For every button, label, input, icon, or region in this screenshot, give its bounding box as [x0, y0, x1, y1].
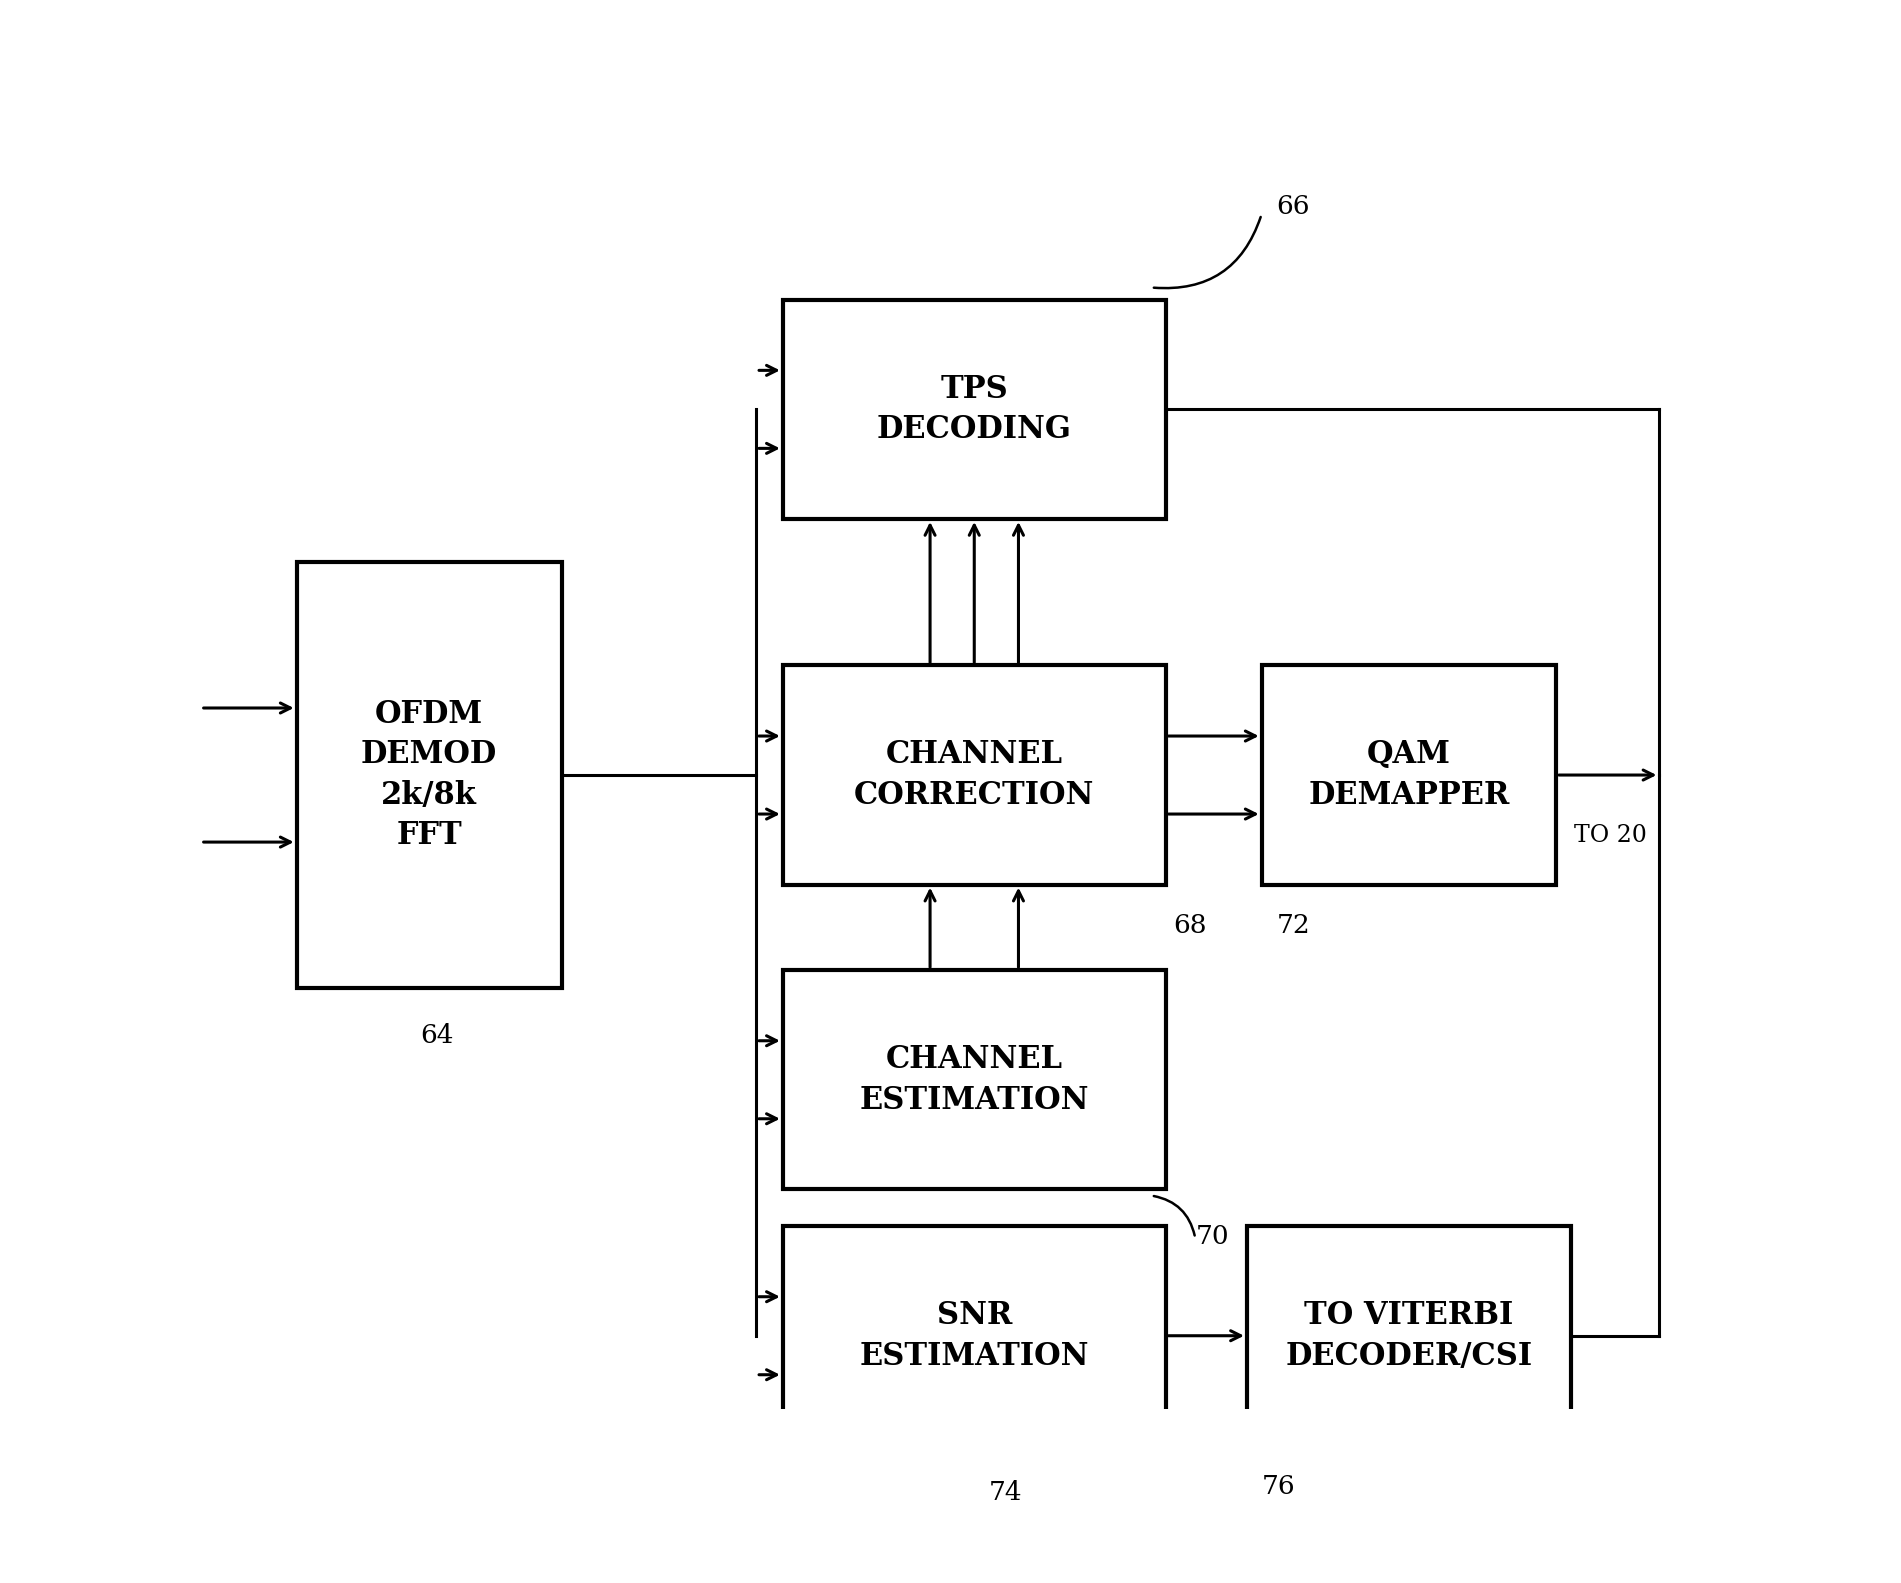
Text: CHANNEL
ESTIMATION: CHANNEL ESTIMATION — [859, 1043, 1089, 1116]
Bar — [783, 665, 1165, 885]
Bar — [1247, 1225, 1570, 1445]
Text: 64: 64 — [420, 1023, 452, 1048]
Text: 74: 74 — [989, 1480, 1023, 1505]
Bar — [297, 562, 563, 988]
Text: 66: 66 — [1276, 195, 1310, 220]
Text: 72: 72 — [1276, 913, 1310, 939]
Text: SNR
ESTIMATION: SNR ESTIMATION — [859, 1300, 1089, 1371]
Text: OFDM
DEMOD
2k/8k
FFT: OFDM DEMOD 2k/8k FFT — [361, 698, 498, 852]
Text: TO VITERBI
DECODER/CSI: TO VITERBI DECODER/CSI — [1285, 1300, 1532, 1371]
Text: CHANNEL
CORRECTION: CHANNEL CORRECTION — [854, 739, 1095, 810]
Text: 68: 68 — [1173, 913, 1207, 939]
Text: 70: 70 — [1196, 1224, 1228, 1249]
Text: TPS
DECODING: TPS DECODING — [876, 374, 1072, 445]
Bar — [783, 970, 1165, 1189]
Bar — [1262, 665, 1557, 885]
Text: TO 20: TO 20 — [1574, 825, 1646, 847]
Bar — [783, 299, 1165, 519]
Bar — [783, 1225, 1165, 1445]
Text: 76: 76 — [1262, 1474, 1295, 1499]
Text: QAM
DEMAPPER: QAM DEMAPPER — [1308, 739, 1509, 810]
